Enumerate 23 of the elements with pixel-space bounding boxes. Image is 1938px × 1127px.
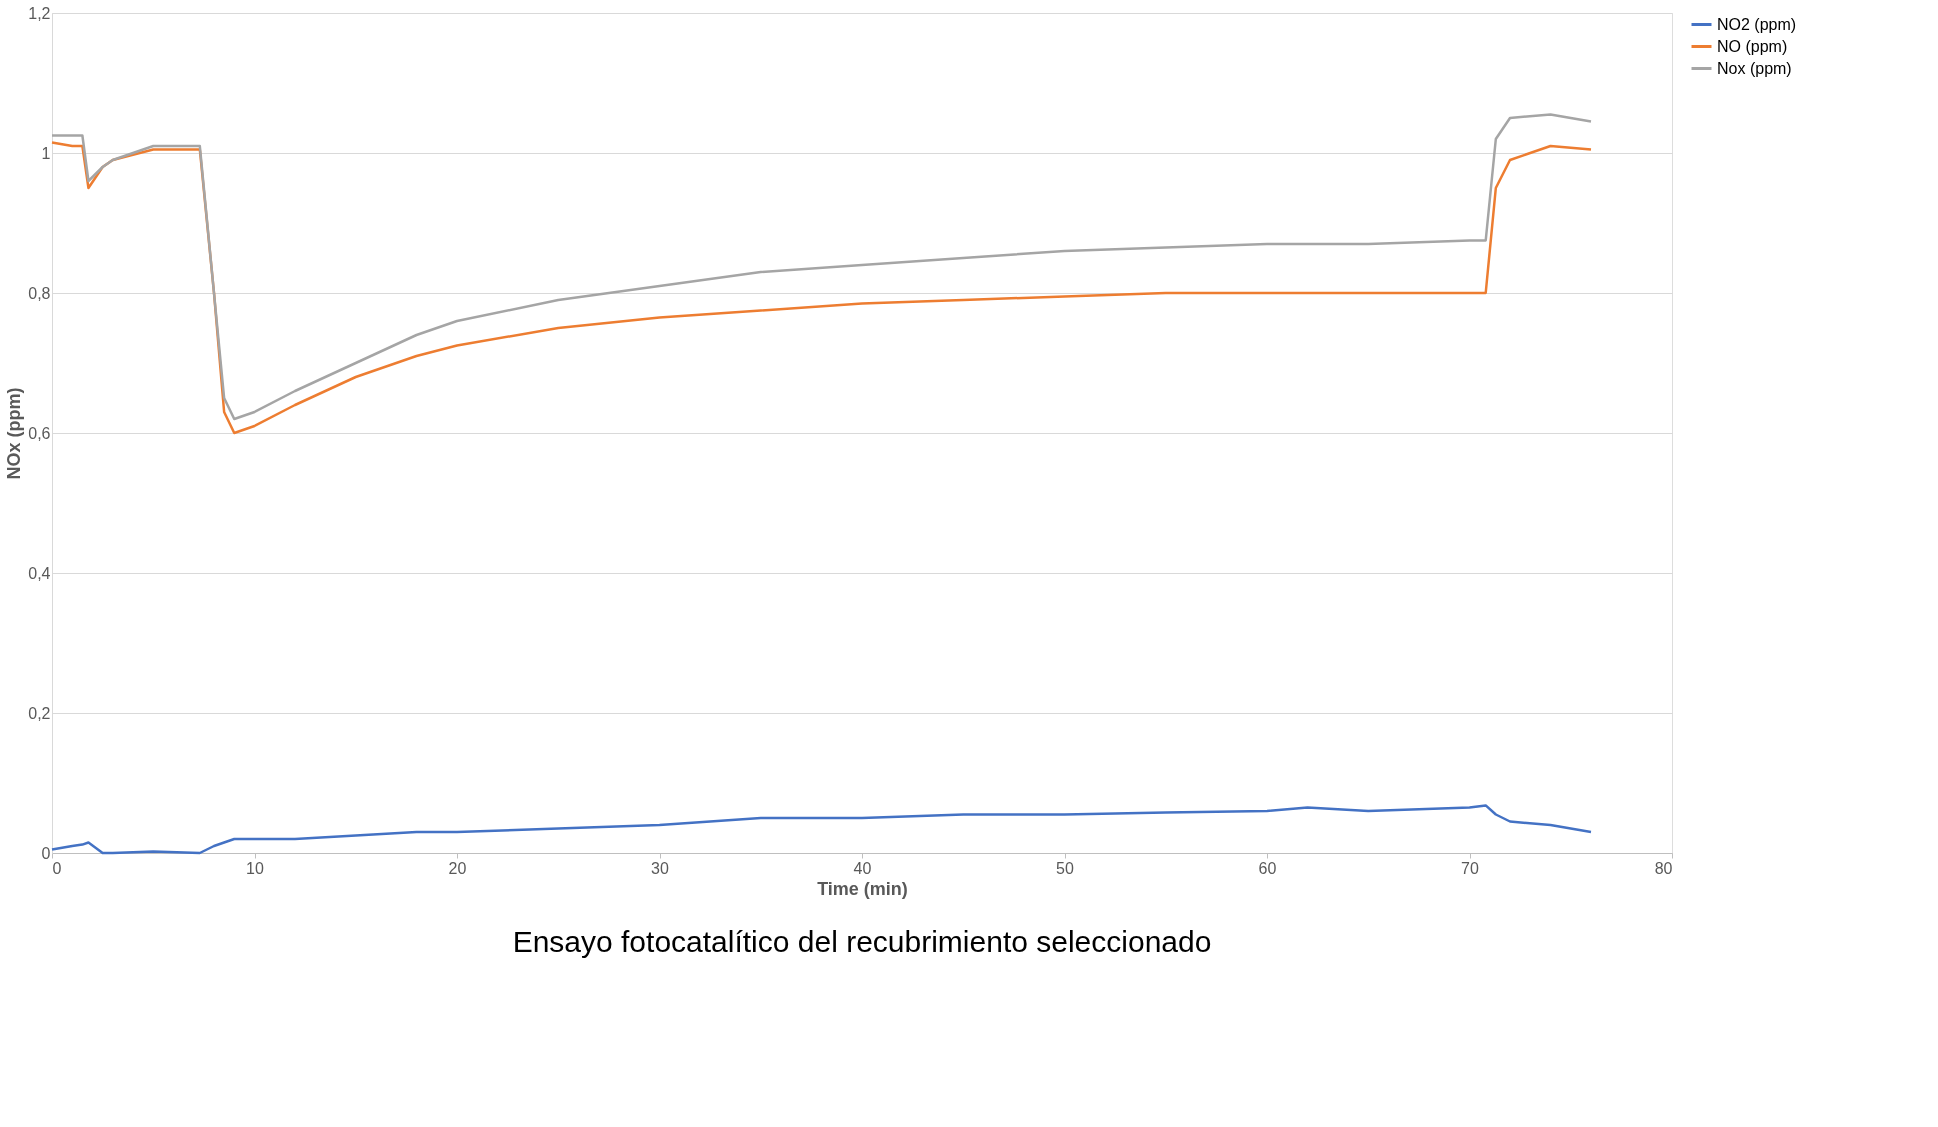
x-tick-label: 60 bbox=[1258, 859, 1277, 877]
legend-label: NO2 (ppm) bbox=[1717, 15, 1797, 33]
line-series bbox=[50, 804, 1593, 855]
x-tick-label: 30 bbox=[651, 859, 669, 877]
y-tick-label: 0,8 bbox=[28, 284, 51, 302]
y-tick-label: 0,2 bbox=[28, 704, 51, 722]
x-tick-label: 10 bbox=[246, 859, 264, 877]
x-tick-label: 50 bbox=[1056, 859, 1074, 877]
legend-label: NO (ppm) bbox=[1717, 37, 1788, 55]
text: Ensayo fotocatalítico del recubrimiento seleccionado bbox=[512, 925, 1212, 958]
y-axis-title: NOx (ppm) bbox=[4, 387, 25, 480]
x-tick-label: 80 bbox=[1654, 859, 1673, 877]
x-tick-label: 40 bbox=[853, 859, 872, 877]
y-tick-label: 0 bbox=[41, 844, 51, 862]
x-tick-label: 20 bbox=[448, 859, 467, 877]
y-tick-label: 1,2 bbox=[28, 4, 51, 22]
x-tick-label: 70 bbox=[1461, 859, 1479, 877]
x-tick-label: 0 bbox=[52, 859, 62, 877]
y-tick-label: 0,4 bbox=[28, 564, 51, 582]
legend-label: Nox (ppm) bbox=[1717, 59, 1792, 77]
y-tick-label: 0,6 bbox=[28, 424, 51, 442]
y-tick-label: 1 bbox=[41, 144, 51, 162]
x-axis-title: Time (min) bbox=[817, 878, 908, 899]
